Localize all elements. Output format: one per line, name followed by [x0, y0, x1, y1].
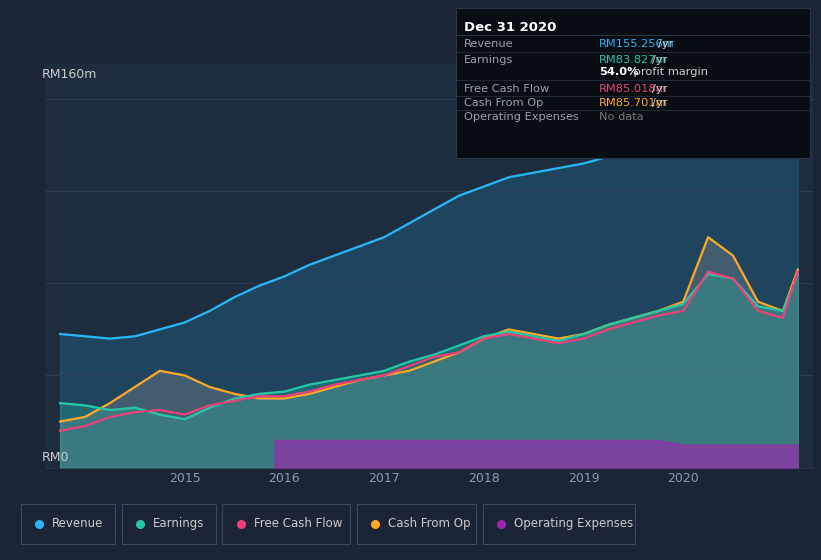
- Text: RM85.018m: RM85.018m: [599, 84, 668, 94]
- Text: 54.0%: 54.0%: [599, 67, 639, 77]
- Text: Operating Expenses: Operating Expenses: [514, 517, 633, 530]
- Text: profit margin: profit margin: [630, 67, 708, 77]
- Text: /yr: /yr: [658, 39, 673, 49]
- Text: /yr: /yr: [652, 84, 667, 94]
- Text: /yr: /yr: [652, 98, 667, 108]
- Text: RM0: RM0: [41, 451, 69, 464]
- Text: Dec 31 2020: Dec 31 2020: [464, 21, 557, 34]
- Text: RM155.256m: RM155.256m: [599, 39, 675, 49]
- Text: Cash From Op: Cash From Op: [464, 98, 544, 108]
- Text: Free Cash Flow: Free Cash Flow: [254, 517, 342, 530]
- Text: RM83.827m: RM83.827m: [599, 55, 667, 65]
- Text: Earnings: Earnings: [153, 517, 204, 530]
- Text: Revenue: Revenue: [52, 517, 103, 530]
- Text: No data: No data: [599, 112, 644, 122]
- Text: Cash From Op: Cash From Op: [388, 517, 470, 530]
- Text: Free Cash Flow: Free Cash Flow: [464, 84, 549, 94]
- Text: RM85.701m: RM85.701m: [599, 98, 668, 108]
- Text: Revenue: Revenue: [464, 39, 513, 49]
- Text: Earnings: Earnings: [464, 55, 513, 65]
- Text: Operating Expenses: Operating Expenses: [464, 112, 579, 122]
- Text: /yr: /yr: [652, 55, 667, 65]
- Text: RM160m: RM160m: [41, 68, 97, 81]
